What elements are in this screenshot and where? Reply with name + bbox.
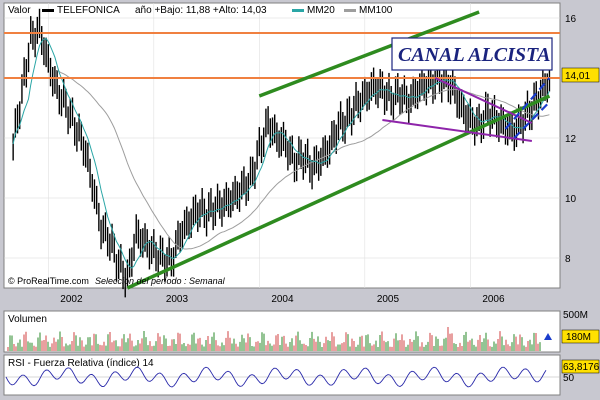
y-axis-ticks: 161412108 (565, 14, 577, 265)
source-label: © ProRealTime.com (8, 276, 89, 286)
dashed-upper-line (504, 77, 551, 130)
x-tick-2004: 2004 (271, 294, 294, 305)
x-tick-2005: 2005 (377, 294, 400, 305)
rsi-last-label: 63,8176 (563, 362, 600, 373)
volume-title: Volumen (8, 314, 47, 325)
rsi-panel (3, 354, 561, 396)
legend-valor: Valor (8, 5, 31, 16)
up-arrow-icon (544, 333, 552, 340)
y-tick-10: 10 (565, 194, 577, 205)
legend-mm100: MM100 (359, 5, 393, 16)
y-tick-12: 12 (565, 134, 577, 145)
y-tick-8: 8 (565, 254, 571, 265)
volume-tick-500m: 500M (563, 310, 588, 321)
legend: Valor TELEFONICA año +Bajo: 11,88 +Alto:… (8, 5, 393, 16)
annotation-box (391, 37, 553, 71)
legend-mm20: MM20 (307, 5, 335, 16)
rsi-title: RSI - Fuerza Relativa (índice) 14 (8, 358, 154, 369)
legend-mm20-swatch (292, 9, 304, 12)
wedge-lower-line (382, 119, 533, 142)
x-axis-ticks: 2002 2003 2004 2005 2006 (60, 294, 505, 305)
dashed-lower-line (513, 101, 551, 139)
x-tick-2002: 2002 (60, 294, 83, 305)
channel-lower-line (126, 94, 551, 290)
price-series (12, 8, 551, 298)
x-tick-2006: 2006 (482, 294, 505, 305)
rsi-series (5, 366, 547, 388)
channel-upper-line (258, 10, 480, 98)
volume-last-badge (561, 329, 600, 344)
rsi-tick-50: 50 (563, 373, 575, 384)
legend-mm100-swatch (344, 9, 356, 12)
legend-price-swatch (42, 9, 54, 12)
legend-range: año +Bajo: 11,88 +Alto: 14,03 (135, 5, 267, 16)
rsi-last-badge (561, 359, 600, 374)
y-tick-16: 16 (565, 14, 577, 25)
last-price-badge (561, 67, 600, 83)
x-tick-2003: 2003 (166, 294, 189, 305)
volume-bars (7, 327, 541, 351)
last-price-label: 14,01 (565, 71, 590, 82)
annotation-canal-alcista: CANAL ALCISTA (398, 44, 550, 66)
trend-lines (4, 10, 560, 290)
volume-last-label: 180M (566, 332, 591, 343)
period-label: Selección del período : Semanal (95, 276, 226, 286)
legend-ticker: TELEFONICA (57, 5, 120, 16)
